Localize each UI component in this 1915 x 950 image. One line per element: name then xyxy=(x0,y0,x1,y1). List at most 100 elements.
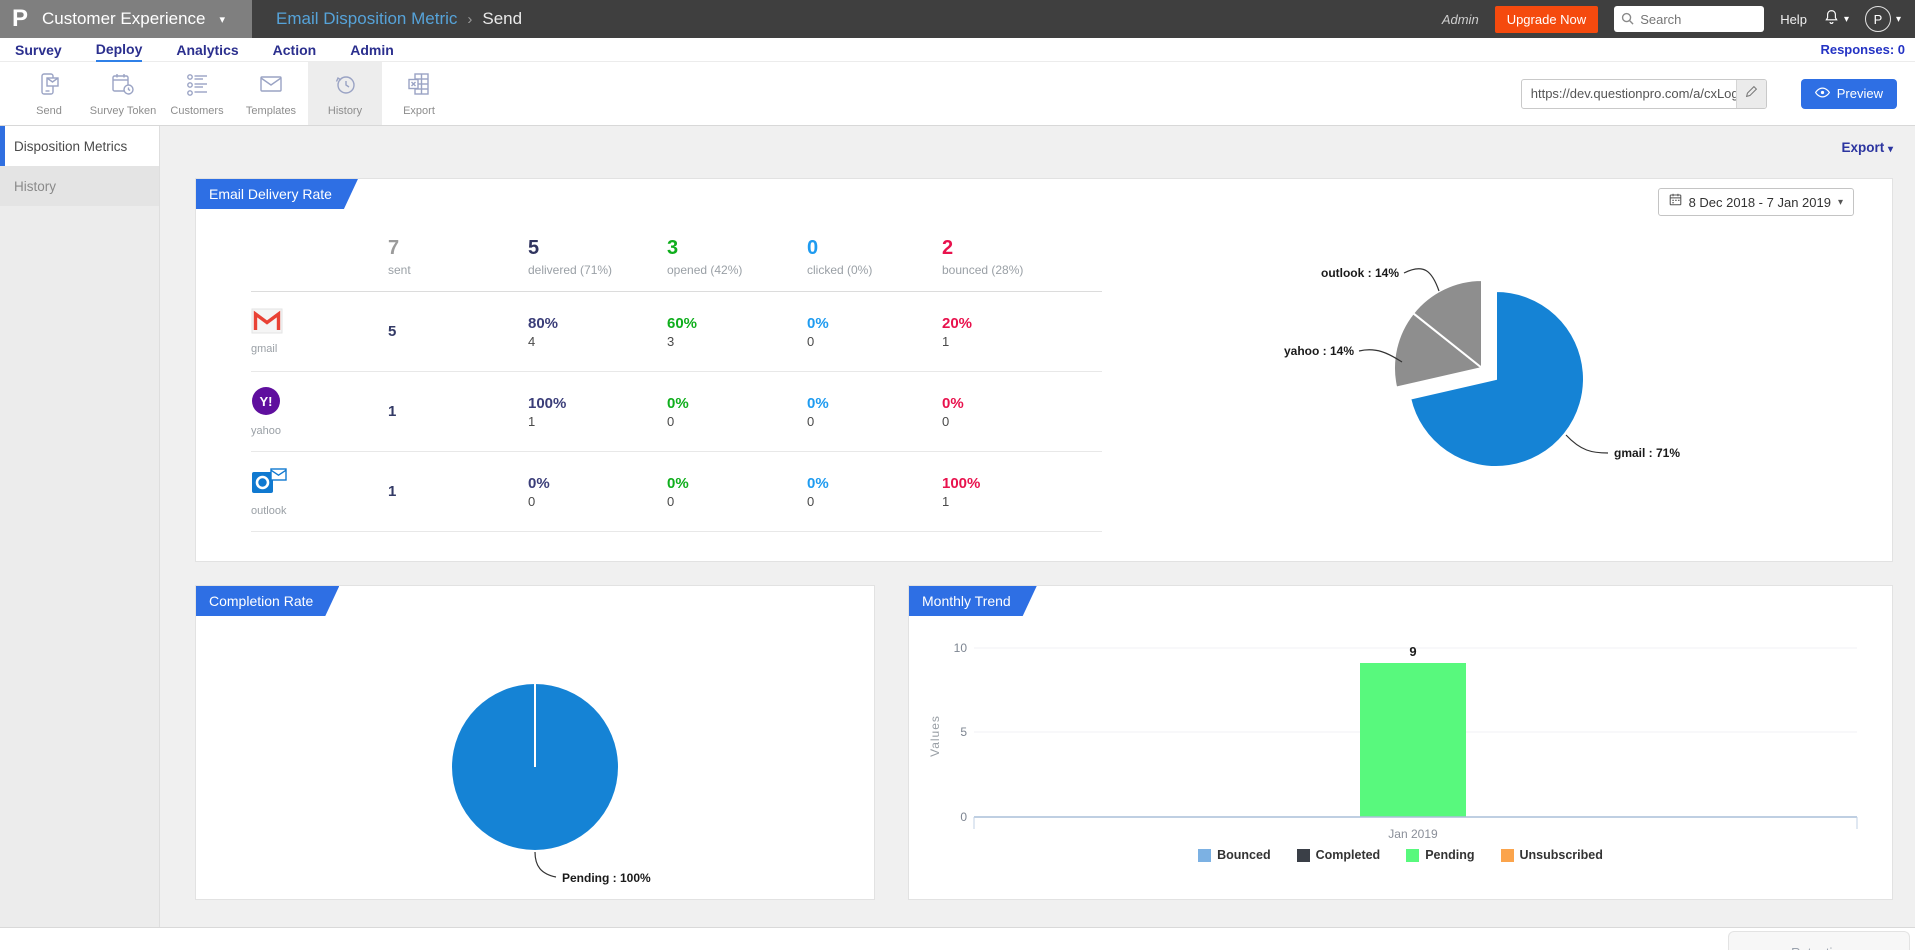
completion-pie-chart: Pending : 100% xyxy=(452,684,651,885)
sidebar-item-disposition-metrics[interactable]: Disposition Metrics xyxy=(0,126,159,166)
retention-tab[interactable]: Retention xyxy=(1728,931,1910,950)
summary-sent-label: sent xyxy=(388,263,411,277)
pie-label-gmail: gmail : 71% xyxy=(1614,446,1680,460)
main-content: Export ▾ Email Delivery Rate 8 Dec 2018 … xyxy=(160,126,1915,927)
count-value: 0 xyxy=(528,493,536,509)
date-range-value: 8 Dec 2018 - 7 Jan 2019 xyxy=(1688,194,1831,210)
toolbar-item-customers[interactable]: Customers xyxy=(160,62,234,125)
callout-line-pending xyxy=(534,851,557,878)
cell-opened: 60% 3 xyxy=(667,315,807,349)
export-label: Export xyxy=(1841,140,1885,155)
yahoo-icon: Y! xyxy=(251,386,388,421)
upgrade-now-button[interactable]: Upgrade Now xyxy=(1494,5,1599,33)
panel-title-ribbon: Monthly Trend xyxy=(909,586,1037,616)
eye-icon xyxy=(1814,86,1830,101)
pie-slice-gmail[interactable] xyxy=(1409,289,1585,468)
survey-url-value[interactable]: https://dev.questionpro.com/a/cxLogin.d xyxy=(1530,86,1736,101)
edit-url-button[interactable] xyxy=(1735,79,1766,108)
legend-label: Bounced xyxy=(1217,848,1271,862)
nav-item-deploy[interactable]: Deploy xyxy=(95,38,143,62)
legend-item-unsubscribed[interactable]: Unsubscribed xyxy=(1500,848,1603,862)
gmail-icon xyxy=(251,308,388,339)
bell-icon xyxy=(1823,8,1840,31)
provider-label: yahoo xyxy=(251,425,281,437)
toolbar-item-templates[interactable]: Templates xyxy=(234,62,308,125)
legend-swatch xyxy=(1198,848,1212,862)
deploy-toolbar: Send Survey Token Customers Templates Hi… xyxy=(0,62,1915,126)
toolbar-item-survey-token[interactable]: Survey Token xyxy=(86,62,160,125)
nav-item-survey[interactable]: Survey xyxy=(15,41,62,58)
table-row-gmail: gmail 5 80% 4 60% 3 0% 0 20% 1 xyxy=(251,292,1102,372)
count-value: 1 xyxy=(942,493,950,509)
excel-export-icon xyxy=(406,71,432,102)
calendar-icon xyxy=(1669,193,1682,211)
pie-label-yahoo: yahoo : 14% xyxy=(1284,344,1354,358)
summary-delivered: 5 delivered (71%) xyxy=(528,237,667,277)
sidebar-item-history[interactable]: History xyxy=(0,166,159,206)
breadcrumb-current: Send xyxy=(482,9,523,28)
nav-item-admin[interactable]: Admin xyxy=(350,41,394,58)
pct-value: 80% xyxy=(528,314,559,332)
survey-url-field[interactable]: https://dev.questionpro.com/a/cxLogin.d xyxy=(1520,78,1767,109)
legend-item-pending[interactable]: Pending xyxy=(1406,848,1475,862)
legend-swatch xyxy=(1296,848,1310,862)
survey-token-icon xyxy=(110,71,136,102)
summary-opened-label: opened (42%) xyxy=(667,263,743,277)
panel-title-ribbon: Email Delivery Rate xyxy=(196,179,358,209)
top-header: P Customer Experience ▾ Email Dispositio… xyxy=(0,0,1915,38)
toolbar-item-history[interactable]: History xyxy=(308,62,382,125)
envelope-icon xyxy=(258,71,284,102)
email-delivery-rate-panel: Email Delivery Rate 8 Dec 2018 - 7 Jan 2… xyxy=(195,178,1893,562)
bottom-strip: Retention xyxy=(0,927,1915,950)
pct-value: 0% xyxy=(667,394,689,412)
summary-opened: 3 opened (42%) xyxy=(667,237,807,277)
pie-slice-yahoo[interactable] xyxy=(1393,311,1485,389)
summary-sent: 7 sent xyxy=(388,237,528,277)
cell-sent: 1 xyxy=(388,483,397,500)
breadcrumb-parent-link[interactable]: Email Disposition Metric xyxy=(276,9,458,28)
toolbar-item-export[interactable]: Export xyxy=(382,62,456,125)
provider-label: gmail xyxy=(251,343,278,355)
toolbar-label: Templates xyxy=(245,104,297,117)
send-icon xyxy=(36,71,62,102)
toolbar-label: Export xyxy=(403,104,435,117)
chevron-down-icon: ▾ xyxy=(1837,196,1843,208)
count-value: 0 xyxy=(667,413,675,429)
y-tick-10: 10 xyxy=(954,641,968,655)
nav-item-analytics[interactable]: Analytics xyxy=(176,41,239,58)
count-value: 0 xyxy=(807,333,815,349)
pie-slice-outlook[interactable] xyxy=(1411,278,1483,371)
x-tick-jan2019: Jan 2019 xyxy=(1388,827,1438,841)
pct-value: 0% xyxy=(667,474,689,492)
monthly-trend-bar-chart: 10 5 0 Values 9 Jan 2019 xyxy=(928,641,1858,841)
nav-item-action[interactable]: Action xyxy=(272,41,317,58)
account-menu[interactable]: P ▾ xyxy=(1864,6,1901,32)
notifications-menu[interactable]: ▾ xyxy=(1823,8,1849,31)
count-value: 0 xyxy=(942,413,950,429)
legend-item-bounced[interactable]: Bounced xyxy=(1198,848,1271,862)
bar-pending-jan2019[interactable] xyxy=(1360,663,1466,817)
pencil-icon xyxy=(1745,85,1758,103)
export-dropdown[interactable]: Export ▾ xyxy=(1841,140,1893,155)
callout-line-outlook xyxy=(1403,268,1440,292)
completion-rate-panel: Completion Rate Pending : 100% xyxy=(195,585,875,900)
help-link[interactable]: Help xyxy=(1780,11,1807,27)
responses-count[interactable]: Responses: 0 xyxy=(1820,42,1905,57)
summary-clicked-label: clicked (0%) xyxy=(807,263,873,277)
preview-button[interactable]: Preview xyxy=(1800,78,1897,109)
count-value: 4 xyxy=(528,333,536,349)
toolbar-right-group: https://dev.questionpro.com/a/cxLogin.d … xyxy=(1520,62,1915,125)
workspace-switcher[interactable]: P Customer Experience ▾ xyxy=(0,0,252,38)
pct-value: 100% xyxy=(528,394,567,412)
workspace-name: Customer Experience xyxy=(42,9,206,28)
cell-opened: 0% 0 xyxy=(667,475,807,509)
search-input[interactable] xyxy=(1614,6,1765,32)
summary-bounced: 2 bounced (28%) xyxy=(942,237,1102,277)
toolbar-item-send[interactable]: Send xyxy=(12,62,86,125)
page-body: Disposition Metrics History Export ▾ Ema… xyxy=(0,126,1915,927)
cell-delivered: 80% 4 xyxy=(528,315,667,349)
retention-tab-label: Retention xyxy=(1791,945,1847,950)
date-range-picker[interactable]: 8 Dec 2018 - 7 Jan 2019 ▾ xyxy=(1657,188,1854,216)
legend-item-completed[interactable]: Completed xyxy=(1296,848,1380,862)
chart-legend: Bounced Completed Pending Unsubscribed xyxy=(909,848,1892,862)
